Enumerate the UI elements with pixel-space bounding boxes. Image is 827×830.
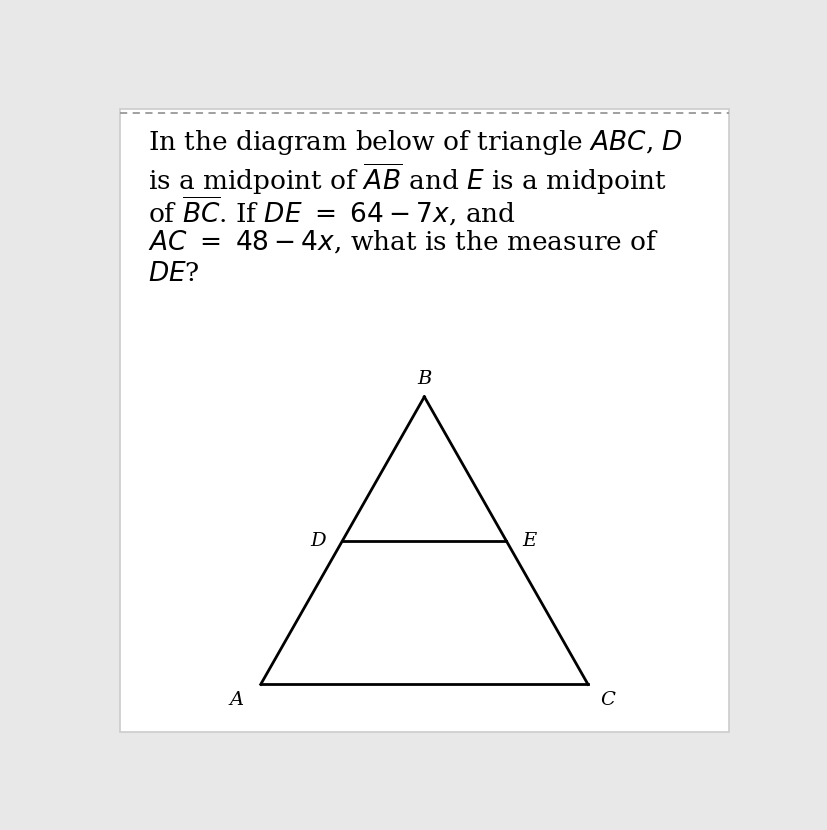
Text: C: C: [599, 691, 614, 710]
Text: B: B: [417, 370, 431, 388]
FancyBboxPatch shape: [119, 110, 729, 732]
Text: of $\overline{BC}$. If $\mathit{DE}$ $=$ $64 - 7\mathit{x}$, and: of $\overline{BC}$. If $\mathit{DE}$ $=$…: [148, 195, 516, 228]
Text: E: E: [522, 531, 536, 549]
Text: is a midpoint of $\overline{AB}$ and $\mathit{E}$ is a midpoint: is a midpoint of $\overline{AB}$ and $\m…: [148, 162, 667, 197]
Text: In the diagram below of triangle $\mathit{ABC}$, $\mathit{D}$: In the diagram below of triangle $\mathi…: [148, 129, 682, 158]
Text: A: A: [229, 691, 243, 710]
Text: $\mathit{DE}$?: $\mathit{DE}$?: [148, 261, 200, 286]
Text: $\mathit{AC}$ $=$ $48 - 4\mathit{x}$, what is the measure of: $\mathit{AC}$ $=$ $48 - 4\mathit{x}$, wh…: [148, 228, 658, 255]
Text: D: D: [310, 531, 326, 549]
